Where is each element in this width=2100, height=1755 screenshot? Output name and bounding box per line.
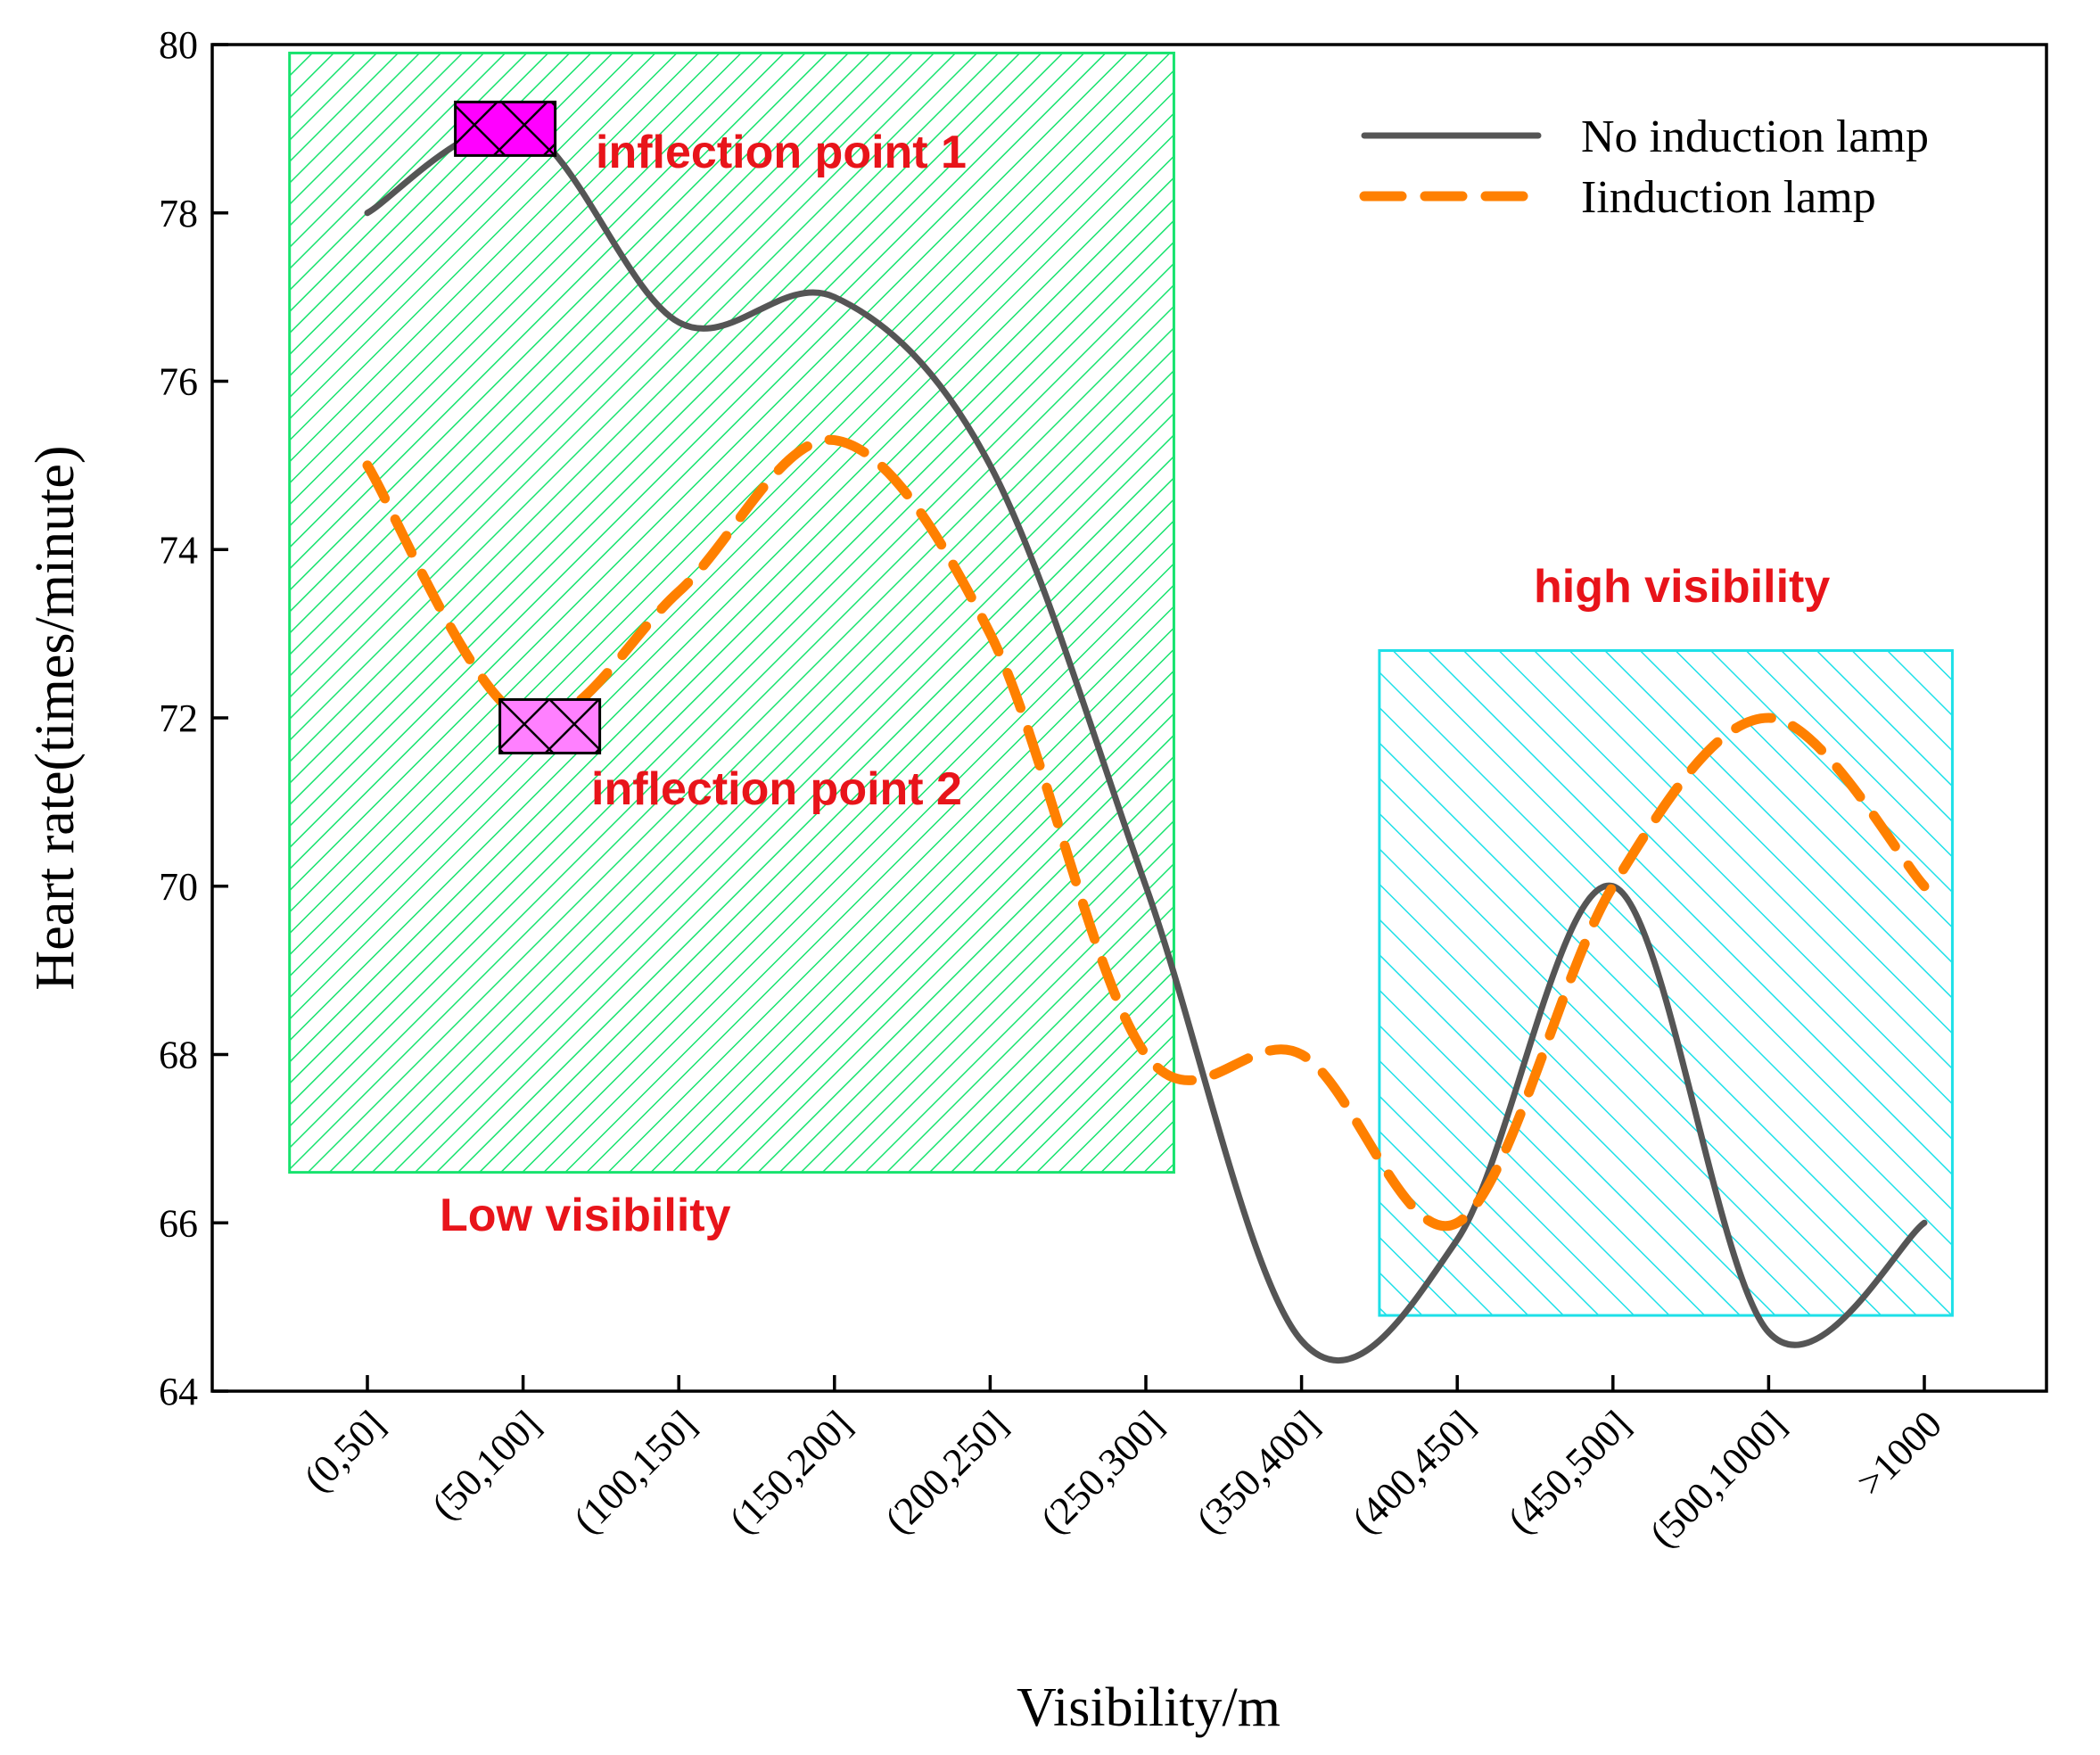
- marker-box: [454, 100, 557, 157]
- x-tick-label: (250,300]: [1033, 1402, 1172, 1541]
- x-tick-label: (150,200]: [721, 1402, 860, 1541]
- inflection-marker-1: [454, 100, 557, 157]
- x-tick-label: (100,150]: [565, 1402, 704, 1541]
- y-axis: 64 66 68 70 72 74 76 78 80: [159, 23, 228, 1413]
- y-tick-label: 68: [159, 1034, 198, 1077]
- y-tick-label: 76: [159, 360, 198, 404]
- annotation-inflection-1: inflection point 1: [596, 127, 967, 178]
- x-tick-label: (500,1000]: [1641, 1402, 1794, 1555]
- x-tick-label: (350,400]: [1188, 1402, 1327, 1541]
- region-label-high: high visibility: [1534, 561, 1830, 613]
- annotations: inflection point 1 inflection point 2 Low …: [440, 127, 1830, 1241]
- annotation-inflection-2: inflection point 2: [591, 763, 962, 815]
- y-tick-label: 78: [159, 192, 198, 235]
- region-0: [288, 51, 1175, 1174]
- x-axis-title: Visibility/m: [1017, 1677, 1281, 1738]
- legend-label-no-induction: No induction lamp: [1581, 111, 1929, 162]
- x-tick-label: (0,50]: [295, 1402, 393, 1500]
- region-label-low: Low visibility: [440, 1190, 731, 1241]
- regions-layer: [288, 51, 1954, 1317]
- legend-label-induction: Iinduction lamp: [1581, 172, 1876, 223]
- series-lines: [362, 123, 1930, 1364]
- y-axis-title: Heart rate(times/minute): [25, 445, 86, 990]
- marker-box: [498, 697, 602, 754]
- y-tick-label: 74: [159, 528, 198, 572]
- y-tick-label: 72: [159, 696, 198, 740]
- x-tick-label: (50,100]: [424, 1402, 549, 1528]
- series-line-1: [362, 435, 1930, 1231]
- x-axis: (0,50] (50,100] (100,150] (150,200] (200,250…: [295, 1375, 1950, 1555]
- y-tick-label: 66: [159, 1201, 198, 1245]
- series-line-0: [364, 123, 1928, 1364]
- y-tick-label: 70: [159, 865, 198, 909]
- x-tick-label: >1000: [1849, 1402, 1950, 1504]
- inflection-markers: [454, 100, 602, 754]
- legend: No induction lamp Iinduction lamp: [1359, 111, 1929, 223]
- inflection-marker-2: [498, 697, 602, 754]
- x-tick-label: (200,250]: [877, 1402, 1016, 1541]
- x-tick-label: (450,500]: [1499, 1402, 1638, 1541]
- x-tick-label: (400,450]: [1344, 1402, 1483, 1541]
- y-tick-label: 64: [159, 1370, 198, 1413]
- y-tick-label: 80: [159, 23, 198, 67]
